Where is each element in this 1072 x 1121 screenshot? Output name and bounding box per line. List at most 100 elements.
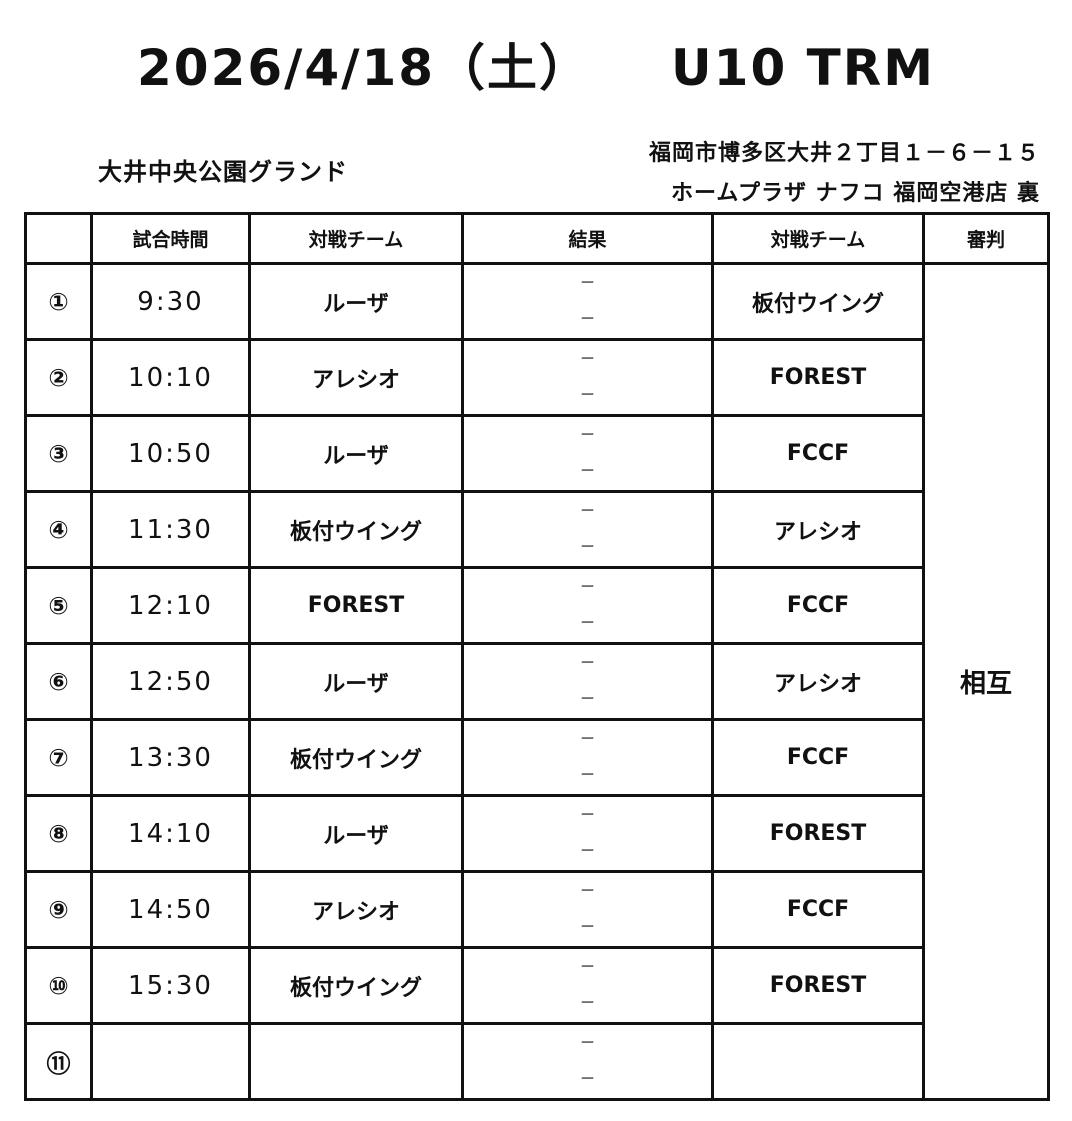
score-b: － <box>579 1069 596 1088</box>
score-a: － <box>579 653 596 672</box>
score-a: － <box>579 501 596 520</box>
score-a: － <box>579 425 596 444</box>
match-row: ⑦ 13:30 板付ウイング －－ FCCF <box>24 718 1049 797</box>
header-time: 試合時間 <box>90 212 251 265</box>
match-row: ① 9:30 ルーザ －－ 板付ウイング 相互 <box>24 262 1050 1101</box>
score-b: － <box>579 765 596 784</box>
header-team-a: 対戦チーム <box>248 212 464 265</box>
score-b: － <box>579 993 596 1012</box>
match-row: ⑪ －－ <box>24 1022 1049 1101</box>
team-b: FCCF <box>711 566 925 645</box>
team-a: アレシオ <box>248 338 464 417</box>
match-result: －－ <box>461 1022 714 1101</box>
match-result: －－ <box>461 262 714 341</box>
team-a: ルーザ <box>248 642 464 721</box>
match-number: ② <box>24 338 93 417</box>
match-number: ⑨ <box>24 870 93 949</box>
header-row: 試合時間 対戦チーム 結果 対戦チーム 審判 <box>24 212 1050 265</box>
match-result: －－ <box>461 338 714 417</box>
match-result: －－ <box>461 642 714 721</box>
address-line: 福岡市博多区大井２丁目１－６－１５ <box>648 141 1040 166</box>
match-time: 12:10 <box>90 566 251 645</box>
score-a: － <box>579 805 596 824</box>
score-a: － <box>579 729 596 748</box>
page-title: 2026/4/18（土） U10 TRM <box>0 28 1072 100</box>
schedule-table: 試合時間 対戦チーム 結果 対戦チーム 審判 ① 9:30 ルーザ －－ 板付ウ… <box>24 212 1050 1101</box>
header-referee: 審判 <box>922 212 1050 265</box>
match-time: 10:50 <box>90 414 251 493</box>
title-event: U10 TRM <box>671 39 935 97</box>
match-number: ① <box>24 262 93 341</box>
team-b: FCCF <box>711 718 925 797</box>
match-result: －－ <box>461 490 714 569</box>
score-b: － <box>579 917 596 936</box>
score-a: － <box>579 577 596 596</box>
match-number: ③ <box>24 414 93 493</box>
match-time: 9:30 <box>90 262 251 341</box>
team-b: FOREST <box>711 338 925 417</box>
match-row: ② 10:10 アレシオ －－ FOREST <box>24 338 1049 417</box>
match-time <box>90 1022 251 1101</box>
score-b: － <box>579 537 596 556</box>
team-a: 板付ウイング <box>248 718 464 797</box>
match-time: 12:50 <box>90 642 251 721</box>
team-a <box>248 1022 464 1101</box>
score-b: － <box>579 613 596 632</box>
match-number: ⑪ <box>24 1022 93 1101</box>
referee: 相互 <box>922 262 1050 1101</box>
score-a: － <box>579 957 596 976</box>
match-time: 13:30 <box>90 718 251 797</box>
team-a: アレシオ <box>248 870 464 949</box>
match-number: ⑧ <box>24 794 93 873</box>
match-time: 10:10 <box>90 338 251 417</box>
match-number: ⑤ <box>24 566 93 645</box>
team-a: 板付ウイング <box>248 946 464 1025</box>
team-b: FOREST <box>711 946 925 1025</box>
match-result: －－ <box>461 566 714 645</box>
team-a: FOREST <box>248 566 464 645</box>
score-a: － <box>579 1033 596 1052</box>
team-b: FOREST <box>711 794 925 873</box>
match-result: －－ <box>461 870 714 949</box>
match-row: ⑥ 12:50 ルーザ －－ アレシオ <box>24 642 1049 721</box>
match-number: ④ <box>24 490 93 569</box>
address-line: ホームプラザ ナフコ 福岡空港店 裏 <box>671 181 1040 206</box>
score-b: － <box>579 309 596 328</box>
team-a: ルーザ <box>248 262 464 341</box>
venue-name: 大井中央公園グランド <box>98 158 348 186</box>
team-b: FCCF <box>711 870 925 949</box>
team-a: ルーザ <box>248 794 464 873</box>
team-b: 板付ウイング <box>711 262 925 341</box>
match-result: －－ <box>461 718 714 797</box>
match-result: －－ <box>461 414 714 493</box>
score-a: － <box>579 273 596 292</box>
match-number: ⑥ <box>24 642 93 721</box>
match-row: ⑨ 14:50 アレシオ －－ FCCF <box>24 870 1049 949</box>
match-row: ③ 10:50 ルーザ －－ FCCF <box>24 414 1049 493</box>
match-time: 11:30 <box>90 490 251 569</box>
header-result: 結果 <box>461 212 714 265</box>
match-row: ⑩ 15:30 板付ウイング － － FOREST <box>24 946 1049 1025</box>
match-row: ⑤ 12:10 FOREST －－ FCCF <box>24 566 1049 645</box>
match-number: ⑩ <box>24 946 93 1025</box>
match-row: ④ 11:30 板付ウイング －－ アレシオ <box>24 490 1049 569</box>
venue-address: 福岡市博多区大井２丁目１－６－１５ ホームプラザ ナフコ 福岡空港店 裏 <box>649 134 1040 214</box>
header-team-b: 対戦チーム <box>711 212 925 265</box>
title-date: 2026/4/18（土） <box>136 39 592 97</box>
team-b: アレシオ <box>711 642 925 721</box>
header-no <box>24 212 93 265</box>
team-b <box>711 1022 925 1101</box>
score-a: － <box>579 881 596 900</box>
match-time: 14:50 <box>90 870 251 949</box>
match-row: ⑧ 14:10 ルーザ －－ FOREST <box>24 794 1049 873</box>
score-a: － <box>579 349 596 368</box>
score-b: － <box>579 841 596 860</box>
match-time: 14:10 <box>90 794 251 873</box>
match-time: 15:30 <box>90 946 251 1025</box>
score-b: － <box>579 461 596 480</box>
team-b: アレシオ <box>711 490 925 569</box>
match-number: ⑦ <box>24 718 93 797</box>
team-b: FCCF <box>711 414 925 493</box>
match-result: －－ <box>461 794 714 873</box>
score-b: － <box>579 689 596 708</box>
